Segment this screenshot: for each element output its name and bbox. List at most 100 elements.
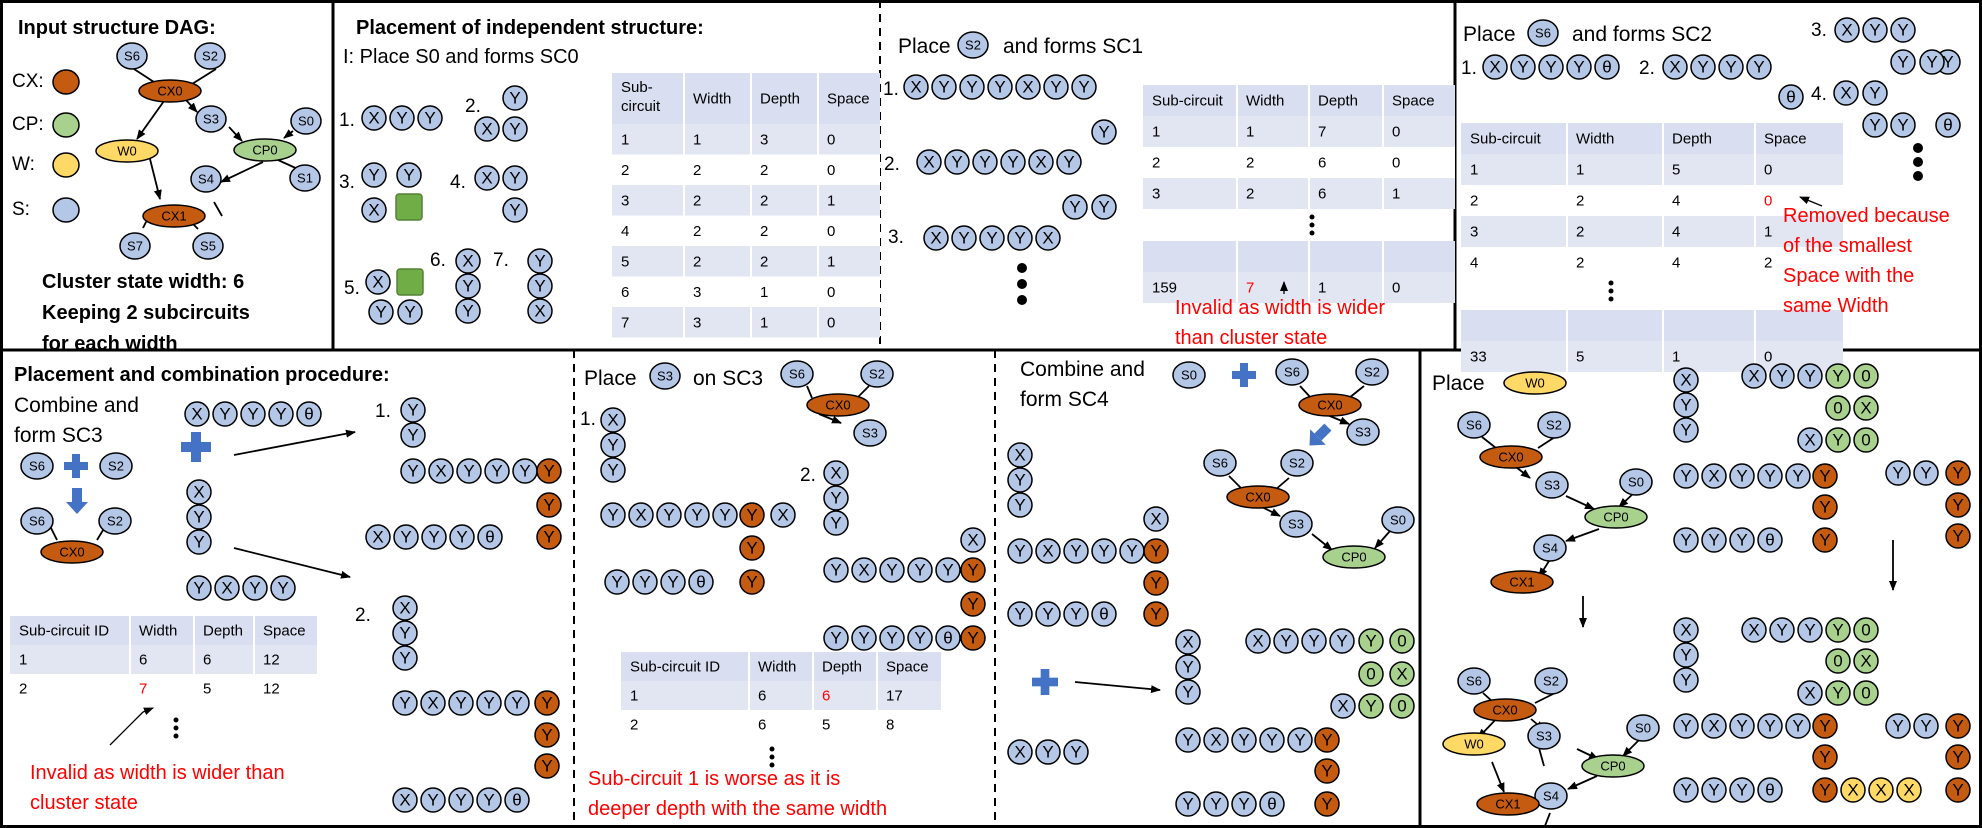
table-row — [1461, 154, 1843, 185]
qubit-circle — [186, 479, 212, 505]
qubit-label: Y — [1182, 682, 1193, 701]
qubit-label: Y — [1897, 20, 1908, 39]
qubit-circle — [1063, 739, 1089, 765]
qubit-label: Y — [979, 152, 990, 171]
qubit-circle — [600, 407, 626, 433]
sc4-cx0 — [1298, 393, 1362, 417]
qubit-label: Y — [1942, 52, 1953, 71]
node-label: W0 — [117, 143, 137, 158]
qubit-label: X — [1150, 509, 1161, 528]
qubit-circle — [476, 690, 502, 716]
w0-s2b — [1534, 667, 1568, 695]
edge — [1481, 436, 1497, 449]
qubit-circle — [474, 165, 500, 191]
table-cell: 1 — [1764, 224, 1772, 241]
qubit-label: Y — [1336, 631, 1347, 650]
qubit-circle — [660, 569, 686, 595]
ellipsis-dot — [1309, 230, 1315, 236]
qubit-circle — [502, 116, 528, 142]
table-cell: 1 — [1470, 162, 1478, 179]
qubit-circle — [536, 492, 562, 518]
table-cell: 2 — [1246, 186, 1254, 203]
table-header-cell: Width — [139, 623, 177, 640]
qubit-circle — [527, 298, 553, 324]
qubit-label: Y — [404, 302, 415, 321]
dag-s3 — [195, 105, 227, 133]
qubit-circle — [1035, 225, 1061, 251]
qubit-circle — [1673, 367, 1699, 393]
edge — [228, 126, 243, 142]
qubit-circle — [1853, 648, 1879, 674]
qubit-circle — [477, 524, 503, 550]
qubit-label: X — [368, 200, 379, 219]
qubit-label: X — [830, 463, 841, 482]
table-cell: 2 — [693, 162, 701, 179]
qubit-label: Y — [509, 119, 520, 138]
qubit-circle — [1566, 54, 1592, 80]
ellipsis-dot — [1608, 296, 1614, 302]
table-cell: 6 — [139, 652, 147, 669]
qubit-label: Y — [1952, 716, 1963, 735]
qubit-label: X — [1669, 57, 1680, 76]
qubit-label: θ — [943, 628, 952, 647]
s3place-s6 — [780, 360, 814, 388]
qubit-label: Y — [1926, 52, 1937, 71]
dag-s2 — [194, 42, 226, 70]
qubit-label: X — [1680, 620, 1691, 639]
qubit-label: X — [534, 301, 545, 320]
qubit-circle — [959, 74, 985, 100]
w0-cp0b — [1581, 754, 1645, 778]
w0-cx1b — [1476, 792, 1540, 816]
table-row — [1143, 178, 1455, 209]
qubit-label: Y — [914, 560, 925, 579]
sc2-title-post: and forms SC2 — [1572, 23, 1712, 46]
qubit-circle — [1945, 523, 1971, 549]
ellipsis-dot — [1017, 279, 1027, 289]
qubit-circle — [604, 569, 630, 595]
label: 3. — [339, 172, 355, 193]
qubit-circle — [1301, 628, 1327, 654]
qubit-label: X — [1014, 445, 1025, 464]
edge — [818, 413, 842, 424]
qubit-circle — [392, 645, 418, 671]
qubit-label: Y — [858, 628, 869, 647]
sc3-cx0 — [40, 540, 104, 564]
table-header-cell: Space — [263, 623, 306, 640]
qubit-label: Y — [1680, 420, 1691, 439]
table-cell: 3 — [693, 314, 701, 331]
qubit-label: X — [1210, 730, 1221, 749]
label: 7. — [493, 250, 509, 271]
qubit-label: Y — [1050, 77, 1061, 96]
w0-s3b — [1527, 722, 1561, 750]
diag-arrow-icon — [1309, 423, 1332, 446]
sc3-note: cluster state — [30, 792, 138, 814]
label: form SC3 — [14, 424, 103, 447]
qubit-label: X — [1840, 83, 1851, 102]
node-label: CX0 — [1245, 489, 1270, 504]
qubit-circle — [396, 162, 422, 188]
qubit-circle — [1757, 463, 1783, 489]
table-row — [612, 124, 880, 155]
node-label: S7 — [127, 238, 143, 253]
qubit-circle — [739, 502, 765, 528]
qubit-circle — [1862, 80, 1888, 106]
qubit-label: Y — [1182, 794, 1193, 813]
qubit-label: Y — [1680, 466, 1691, 485]
sc4-s0b — [1381, 506, 1415, 534]
table-cell: 4 — [1672, 193, 1680, 210]
table-cell: 2 — [760, 192, 768, 209]
table-row — [10, 674, 317, 703]
qubit-circle — [907, 557, 933, 583]
qubit-circle — [1007, 538, 1033, 564]
node-label: S0 — [1628, 474, 1644, 489]
qubit-circle — [1175, 679, 1201, 705]
qubit-label: X — [1680, 370, 1691, 389]
node-label: S6 — [29, 513, 45, 528]
qubit-label: Y — [691, 505, 702, 524]
qubit-circle — [632, 569, 658, 595]
ellipsis-dot — [769, 762, 775, 768]
qubit-circle — [1885, 460, 1911, 486]
qubit-label: Y — [1308, 631, 1319, 650]
qubit-label: Y — [1819, 466, 1830, 485]
qubit-circle — [504, 787, 530, 813]
